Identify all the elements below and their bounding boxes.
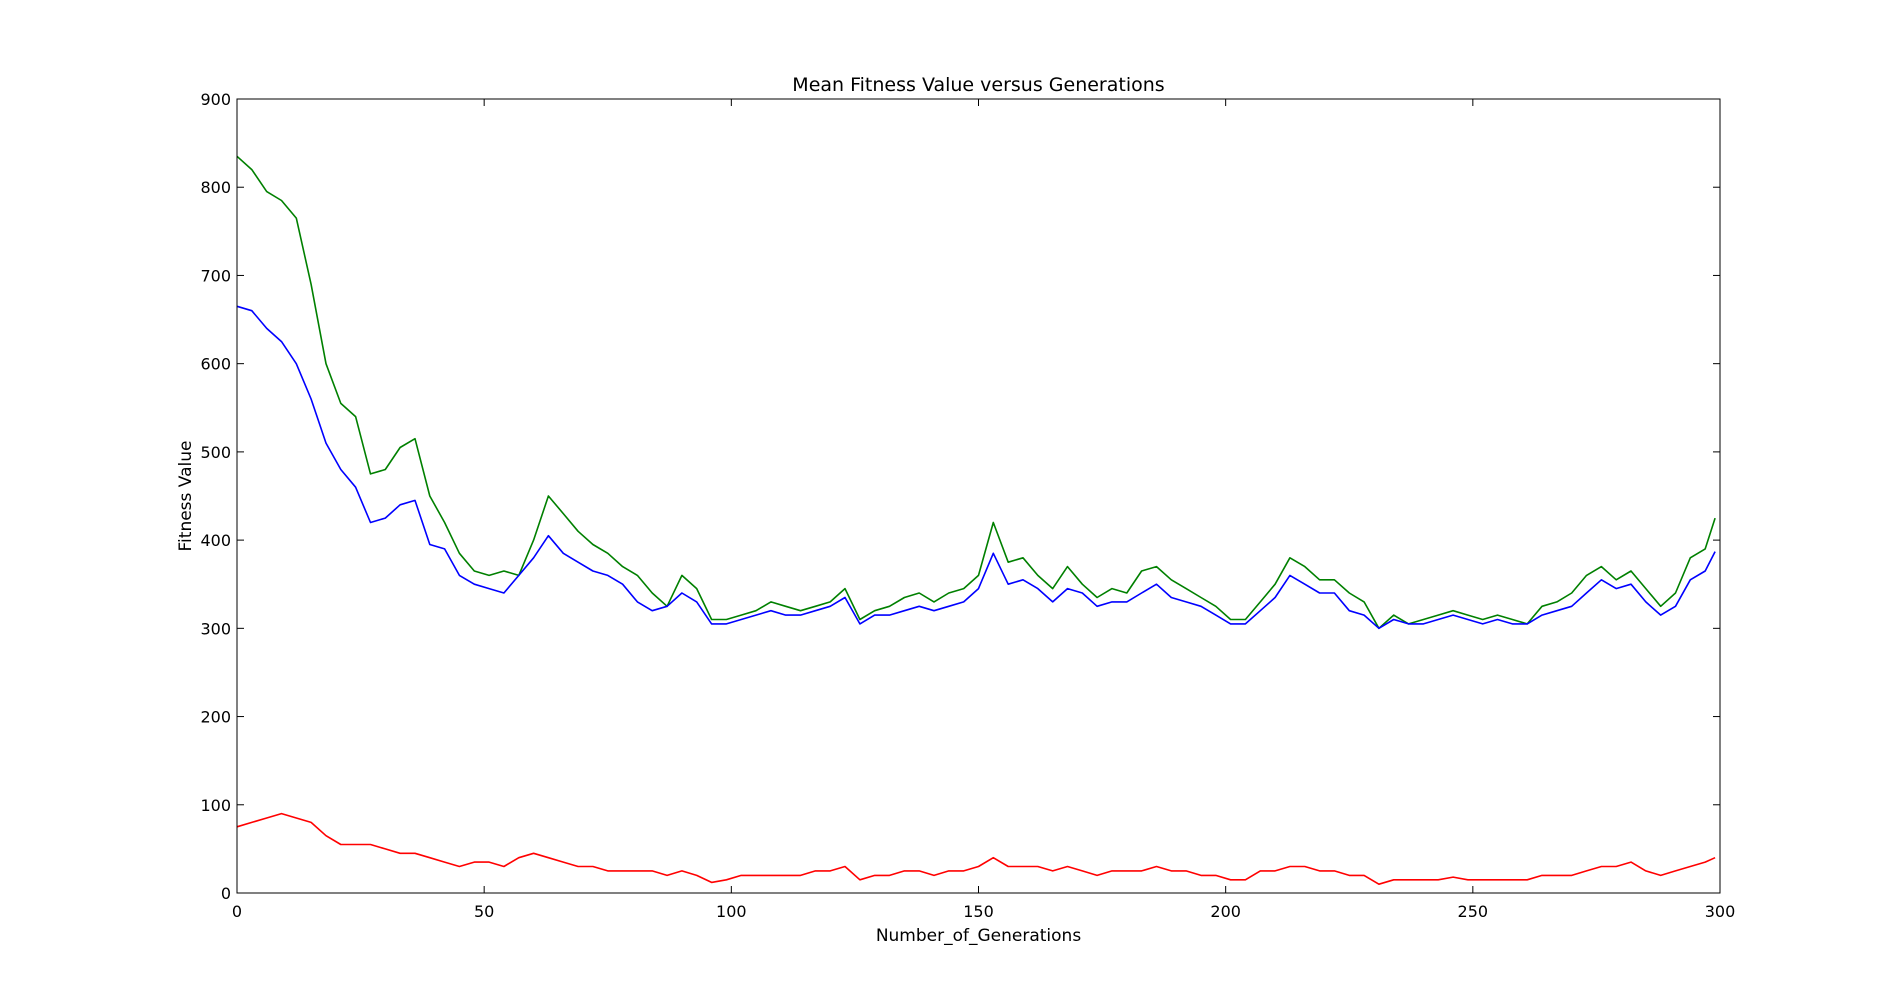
chart-title: Mean Fitness Value versus Generations: [792, 74, 1164, 96]
y-tick-label: 700: [200, 266, 231, 285]
x-tick-label: 100: [716, 902, 747, 921]
y-tick-label: 100: [200, 796, 231, 815]
plot-frame: [236, 98, 1721, 894]
series-line-0: [236, 155, 1716, 630]
axis-ticks: 0 50 100 150 200 250 300 0 100 200 300 400 500 600 700…: [200, 90, 1735, 921]
x-tick-label: 0: [232, 902, 242, 921]
y-tick-label: 500: [200, 443, 231, 462]
x-tick-label: 200: [1210, 902, 1241, 921]
y-axis-label: Fitness Value: [176, 441, 196, 552]
x-tick-label: 150: [963, 902, 994, 921]
x-tick-label: 300: [1705, 902, 1736, 921]
y-tick-label: 300: [200, 619, 231, 638]
x-tick-label: 50: [474, 902, 494, 921]
series-line-1: [236, 305, 1716, 630]
y-tick-label: 600: [200, 355, 231, 374]
y-tick-label: 900: [200, 90, 231, 109]
x-axis-label: Number_of_Generations: [876, 926, 1082, 946]
series-line-2: [236, 812, 1716, 886]
y-tick-label: 800: [200, 178, 231, 197]
y-tick-label: 0: [221, 884, 231, 903]
plot-area: [236, 155, 1716, 886]
x-tick-label: 250: [1458, 902, 1489, 921]
y-tick-label: 400: [200, 531, 231, 550]
y-tick-label: 200: [200, 708, 231, 727]
